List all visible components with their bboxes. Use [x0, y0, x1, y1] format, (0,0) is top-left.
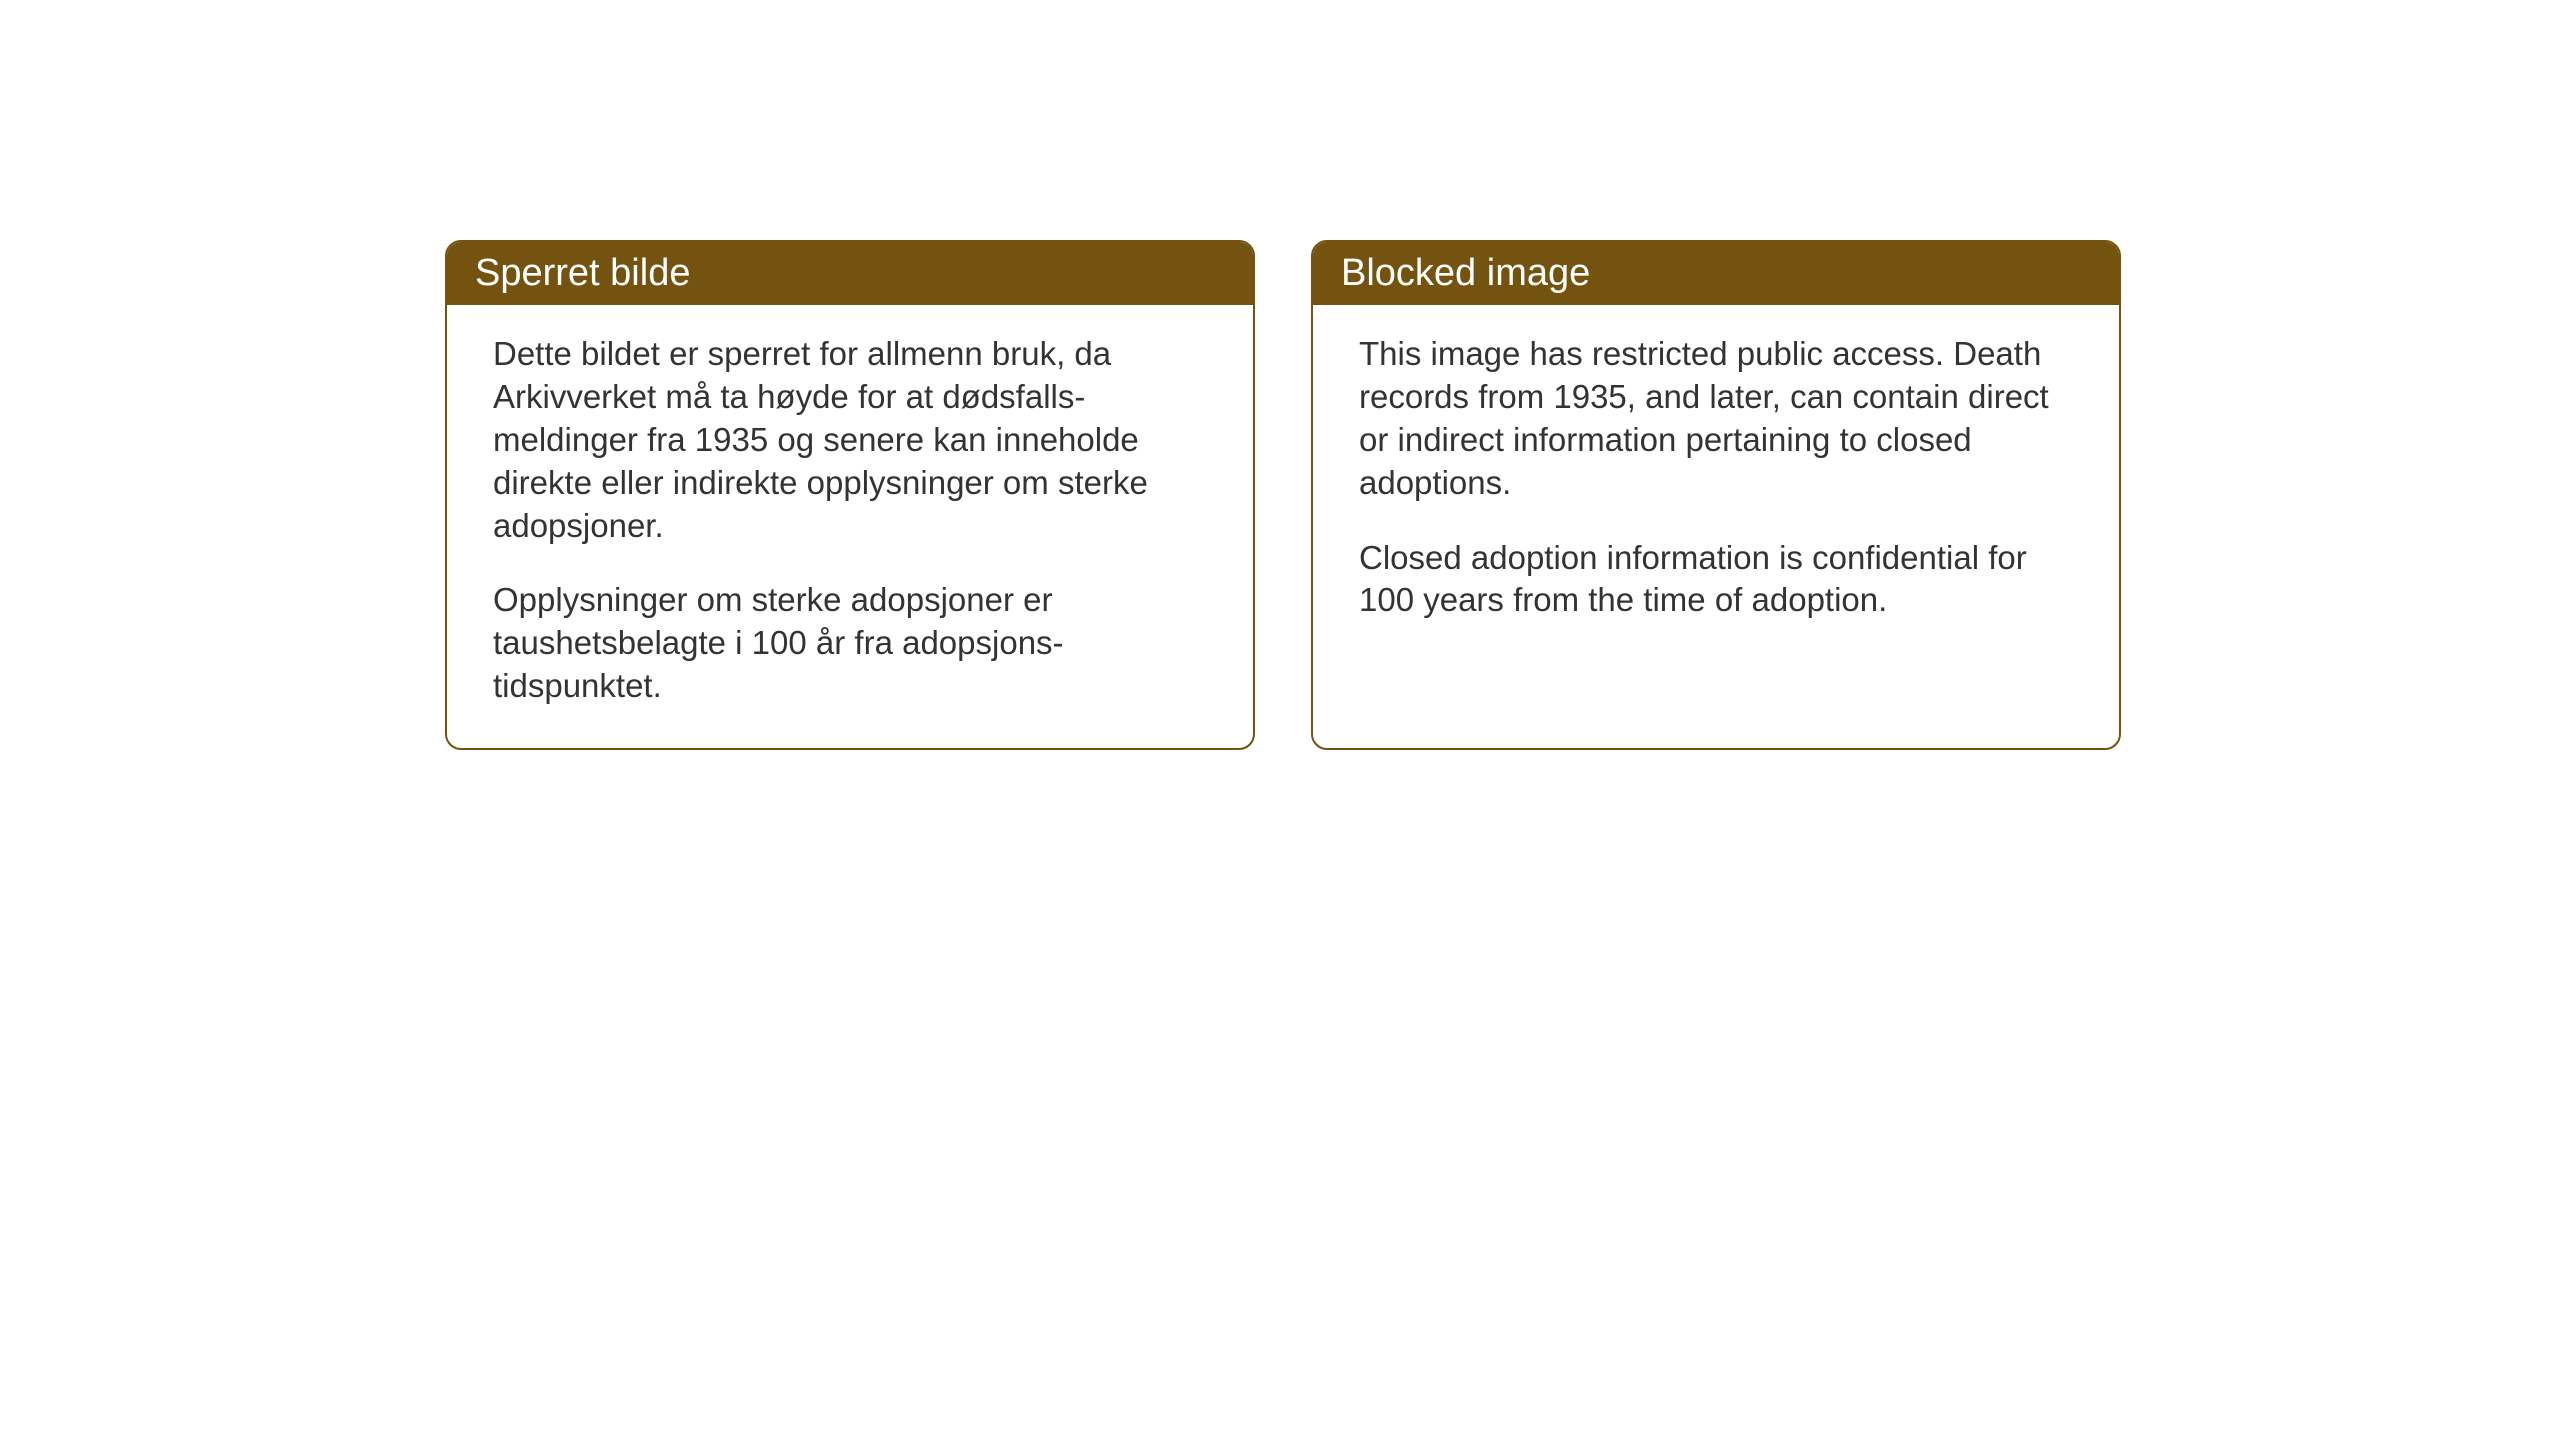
- notice-paragraph: Closed adoption information is confident…: [1359, 537, 2073, 623]
- notice-title-norwegian: Sperret bilde: [475, 252, 690, 294]
- notice-paragraph: Dette bildet er sperret for allmenn bruk…: [493, 333, 1207, 547]
- notice-paragraph: Opplysninger om sterke adopsjoner er tau…: [493, 579, 1207, 708]
- notice-body-english: This image has restricted public access.…: [1313, 305, 2119, 662]
- notice-header-norwegian: Sperret bilde: [447, 242, 1253, 305]
- notice-title-english: Blocked image: [1341, 252, 1590, 294]
- notice-container: Sperret bilde Dette bildet er sperret fo…: [445, 240, 2121, 750]
- notice-box-english: Blocked image This image has restricted …: [1311, 240, 2121, 750]
- notice-box-norwegian: Sperret bilde Dette bildet er sperret fo…: [445, 240, 1255, 750]
- notice-body-norwegian: Dette bildet er sperret for allmenn bruk…: [447, 305, 1253, 748]
- notice-paragraph: This image has restricted public access.…: [1359, 333, 2073, 505]
- notice-header-english: Blocked image: [1313, 242, 2119, 305]
